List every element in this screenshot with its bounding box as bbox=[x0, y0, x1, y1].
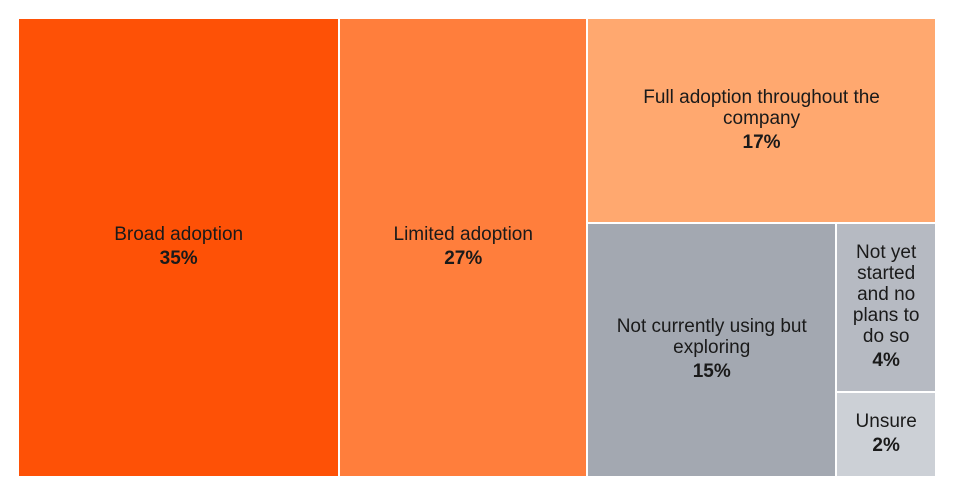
tile-label: Broad adoption bbox=[114, 224, 244, 245]
tile-label: Unsure bbox=[855, 411, 917, 433]
tile-limited-adoption: Limited adoption 27% bbox=[340, 19, 587, 476]
tile-label: Full adoption throughout the company bbox=[643, 86, 880, 129]
tile-value: 15% bbox=[692, 361, 731, 383]
tile-value: 35% bbox=[159, 248, 198, 269]
tile-full-adoption: Full adoption throughout the company 17% bbox=[588, 19, 935, 223]
tile-value: 27% bbox=[444, 248, 483, 269]
tile-label: Not currently using but exploring bbox=[616, 316, 807, 359]
tile-not-yet-started: Not yet started and no plans to do so 4% bbox=[837, 224, 935, 392]
tile-broad-adoption: Broad adoption 35% bbox=[19, 19, 339, 476]
tile-label: Limited adoption bbox=[393, 224, 533, 245]
tile-value: 2% bbox=[872, 435, 900, 457]
tile-not-currently-using: Not currently using but exploring 15% bbox=[588, 224, 836, 476]
tile-label: Not yet started and no plans to do so bbox=[852, 242, 920, 348]
tile-unsure: Unsure 2% bbox=[837, 393, 935, 476]
tile-value: 17% bbox=[742, 131, 781, 153]
tile-value: 4% bbox=[872, 350, 900, 372]
